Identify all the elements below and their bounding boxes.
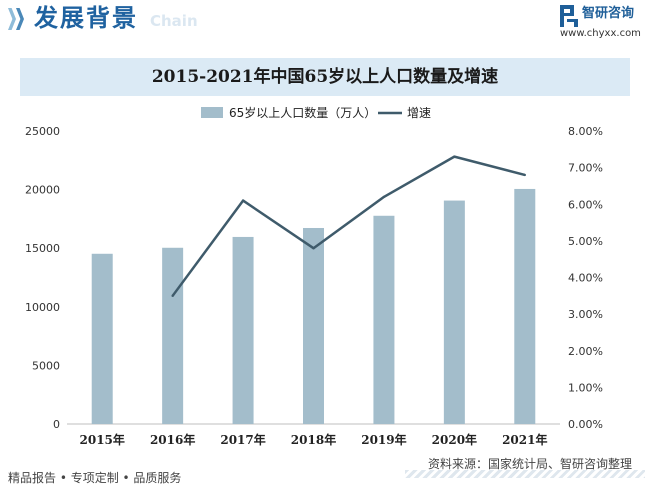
y-right-tick-label: 1.00% (568, 381, 603, 394)
chart-title-band (20, 58, 630, 96)
x-tick-label: 2020年 (432, 432, 477, 447)
x-tick-label: 2018年 (291, 432, 336, 447)
legend-label-line: 增速 (407, 106, 431, 120)
y-right-tick-label: 5.00% (568, 235, 603, 248)
bar (162, 247, 184, 424)
x-tick-label: 2021年 (502, 432, 547, 447)
bar (303, 227, 324, 424)
y-right-tick-label: 2.00% (568, 345, 603, 358)
line-point (453, 155, 456, 158)
y-left-tick-label: 20000 (25, 184, 60, 197)
bar (373, 215, 395, 424)
bar (514, 188, 536, 424)
brand-website[interactable]: www.chyxx.com (560, 28, 641, 39)
chevron-double-icon (8, 8, 24, 30)
brand-name: 智研咨询 (582, 6, 635, 21)
y-right-tick-label: 3.00% (568, 308, 603, 321)
bar (91, 253, 113, 424)
section-title-en: Chain (150, 12, 198, 30)
y-left-tick-label: 15000 (25, 242, 60, 255)
bar (443, 200, 465, 424)
y-left-tick-label: 0 (53, 418, 60, 431)
line-point (382, 195, 386, 199)
x-tick-label: 2016年 (150, 432, 195, 447)
growth-line (171, 155, 526, 297)
x-tick-label: 2017年 (220, 432, 265, 447)
y-left-tick-label: 10000 (25, 301, 60, 314)
x-tick-label: 2019年 (361, 432, 406, 447)
line-point (523, 173, 526, 177)
legend-swatch-bar (201, 107, 223, 118)
line-point (171, 294, 174, 298)
legend-label-bar: 65岁以上人口数量（万人） (229, 105, 376, 120)
y-right-tick-label: 0.00% (568, 418, 603, 431)
x-tick-label: 2015年 (80, 432, 125, 447)
brand-logo-icon (560, 5, 578, 27)
bar (232, 236, 254, 424)
line-point (312, 247, 315, 250)
y-right-tick-label: 8.00% (568, 125, 603, 138)
y-right-tick-label: 6.00% (568, 198, 603, 211)
y-left-tick-label: 5000 (32, 359, 60, 372)
footer-stripe (405, 470, 645, 478)
section-title: 发展背景 (34, 4, 138, 32)
line-point (241, 199, 245, 202)
footer-slogan: 精品报告 • 专项定制 • 品质服务 (8, 471, 182, 485)
chart-title: 2015-2021年中国65岁以上人口数量及增速 (151, 67, 499, 87)
source-note: 资料来源：国家统计局、智研咨询整理 (427, 457, 632, 471)
y-right-tick-label: 4.00% (568, 272, 603, 285)
y-right-tick-label: 7.00% (568, 162, 603, 175)
header: 发展背景 Chain 智研咨询 www.chyxx.com (0, 0, 650, 42)
y-left-tick-label: 25000 (25, 125, 60, 138)
